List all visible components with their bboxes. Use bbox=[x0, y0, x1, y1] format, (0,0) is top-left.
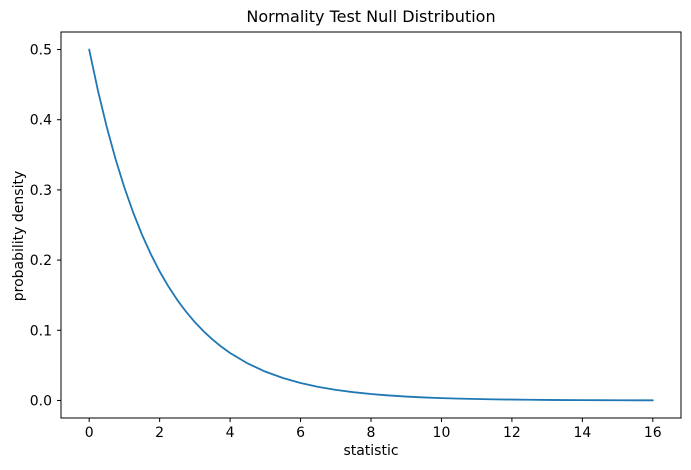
y-axis-label: probability density bbox=[11, 170, 27, 302]
y-tick-label: 0.2 bbox=[30, 253, 52, 269]
x-tick-label: 12 bbox=[503, 425, 521, 441]
plot-border bbox=[60, 31, 682, 419]
x-tick-label: 4 bbox=[226, 425, 235, 441]
x-tick-label: 2 bbox=[155, 425, 164, 441]
x-tick-label: 14 bbox=[573, 425, 591, 441]
x-tick-label: 8 bbox=[367, 425, 376, 441]
y-tick-label: 0.0 bbox=[30, 393, 52, 409]
density-curve-line bbox=[88, 48, 654, 402]
chart-title: Normality Test Null Distribution bbox=[246, 7, 496, 26]
x-axis-label: statistic bbox=[343, 443, 399, 459]
x-tick-label: 10 bbox=[433, 425, 451, 441]
x-tick-label: 6 bbox=[296, 425, 305, 441]
y-tick-label: 0.4 bbox=[30, 113, 52, 129]
x-tick-label: 16 bbox=[644, 425, 662, 441]
y-tick-label: 0.1 bbox=[30, 323, 52, 339]
x-tick-label: 0 bbox=[85, 425, 94, 441]
y-tick-label: 0.3 bbox=[30, 183, 52, 199]
y-tick-label: 0.5 bbox=[30, 43, 52, 59]
